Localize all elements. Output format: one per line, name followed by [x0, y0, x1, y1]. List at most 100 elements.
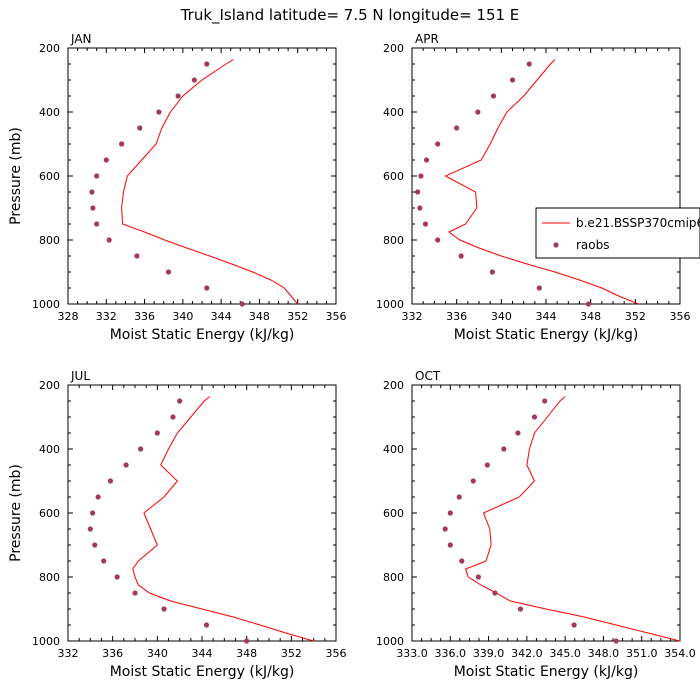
obs-point — [107, 478, 114, 484]
obs-point — [475, 574, 481, 580]
x-tick-label: 352 — [281, 647, 302, 660]
figure-title: Truk_Island latitude= 7.5 N longitude= 1… — [180, 6, 520, 25]
x-tick-label: 342.0 — [511, 647, 543, 660]
y-tick-label: 600 — [39, 507, 60, 520]
chart-jan: 328 332 336 340 344 348 352 356 200 400 600 800 1000… — [8, 32, 347, 343]
x-tick-label: 356 — [670, 310, 691, 323]
panel-title: JUL — [70, 369, 90, 383]
x-tick-label: 336.0 — [435, 647, 467, 660]
legend-model-label: b.e21.BSSP370cmip6 — [576, 216, 700, 230]
y-tick-label: 600 — [383, 507, 404, 520]
obs-point — [154, 430, 160, 436]
obs-point — [204, 285, 210, 291]
obs-point — [509, 77, 516, 83]
obs-point — [244, 638, 250, 644]
obs-point — [165, 269, 172, 275]
x-axis-label: Moist Static Energy (kJ/kg) — [454, 327, 639, 343]
y-tick-label: 600 — [383, 170, 404, 183]
y-tick-label: 800 — [39, 234, 60, 247]
obs-point — [87, 526, 93, 532]
x-tick-label: 340 — [491, 310, 512, 323]
plot-frame — [411, 47, 681, 305]
y-tick-label: 800 — [39, 571, 60, 584]
x-tick-label: 352 — [287, 310, 308, 323]
legend-box — [535, 207, 700, 259]
y-tick-label: 400 — [39, 443, 60, 456]
x-tick-label: 344 — [192, 647, 213, 660]
panels: 328 332 336 340 344 348 352 356 200 400 600 800 1000… — [8, 32, 696, 680]
obs-point — [517, 606, 524, 612]
obs-point — [137, 125, 143, 131]
obs-point — [526, 61, 532, 67]
x-tick-label: 333.0 — [396, 647, 428, 660]
model-series-line — [444, 59, 639, 305]
model-series-line — [121, 59, 299, 305]
obs-point — [137, 446, 144, 452]
plot-frame — [67, 47, 337, 305]
obs-point — [484, 462, 490, 468]
y-tick-label: 200 — [383, 379, 404, 392]
obs-point — [571, 622, 577, 628]
x-tick-label: 348 — [236, 647, 257, 660]
y-axis-label: Pressure (mb) — [8, 127, 24, 225]
obs-point — [94, 173, 100, 179]
x-tick-label: 332 — [402, 310, 423, 323]
model-series-line — [464, 396, 681, 642]
obs-point — [417, 205, 423, 211]
chart-apr: 332 336 340 344 348 352 356 200 400 600 800 1000 APR… — [376, 32, 691, 343]
y-tick-label: 1000 — [32, 635, 60, 648]
obs-point — [475, 109, 481, 115]
y-tick-label: 1000 — [376, 298, 404, 311]
obs-point — [161, 606, 167, 612]
obs-point — [442, 526, 448, 532]
obs-point — [101, 558, 107, 564]
obs-point — [435, 237, 441, 243]
obs-point — [435, 141, 441, 147]
x-tick-label: 348.0 — [588, 647, 620, 660]
obs-point — [177, 398, 183, 404]
obs-point — [132, 590, 138, 596]
obs-point — [423, 157, 430, 163]
y-axis-label: Pressure (mb) — [8, 464, 24, 562]
chart-oct: 333.0 336.0 339.0 342.0 345.0 348.0 351.0 354.0… — [376, 369, 696, 680]
x-tick-label: 336 — [134, 310, 155, 323]
obs-point — [191, 77, 197, 83]
obs-point — [134, 253, 140, 259]
legend: b.e21.BSSP370cmip6 raobs — [535, 207, 700, 259]
x-axis-label: Moist Static Energy (kJ/kg) — [110, 327, 295, 343]
y-tick-label: 400 — [383, 106, 404, 119]
x-tick-label: 356 — [326, 647, 347, 660]
model-series-line — [132, 396, 314, 642]
x-tick-label: 348 — [580, 310, 601, 323]
obs-point — [492, 590, 498, 596]
y-tick-label: 400 — [39, 106, 60, 119]
x-tick-label: 328 — [58, 310, 79, 323]
y-tick-label: 1000 — [32, 298, 60, 311]
legend-obs-swatch — [553, 242, 559, 248]
obs-point — [447, 542, 453, 548]
obs-point — [106, 237, 112, 243]
x-axis-label: Moist Static Energy (kJ/kg) — [110, 664, 295, 680]
x-tick-label: 351.0 — [626, 647, 658, 660]
y-tick-label: 200 — [39, 42, 60, 55]
y-tick-label: 800 — [383, 571, 404, 584]
obs-point — [422, 221, 428, 227]
obs-point — [89, 189, 95, 195]
obs-point — [95, 494, 101, 500]
obs-point — [239, 301, 245, 307]
obs-point — [613, 638, 619, 644]
obs-point — [542, 398, 548, 404]
obs-point — [458, 253, 464, 259]
obs-point — [204, 61, 210, 67]
obs-point — [103, 157, 109, 163]
x-tick-label: 340 — [172, 310, 193, 323]
obs-point — [175, 93, 181, 99]
y-tick-label: 400 — [383, 443, 404, 456]
obs-point — [489, 269, 495, 275]
y-tick-label: 1000 — [376, 635, 404, 648]
x-tick-label: 344 — [536, 310, 557, 323]
obs-point — [585, 301, 592, 307]
legend-obs-label: raobs — [576, 238, 610, 252]
x-tick-label: 352 — [625, 310, 646, 323]
